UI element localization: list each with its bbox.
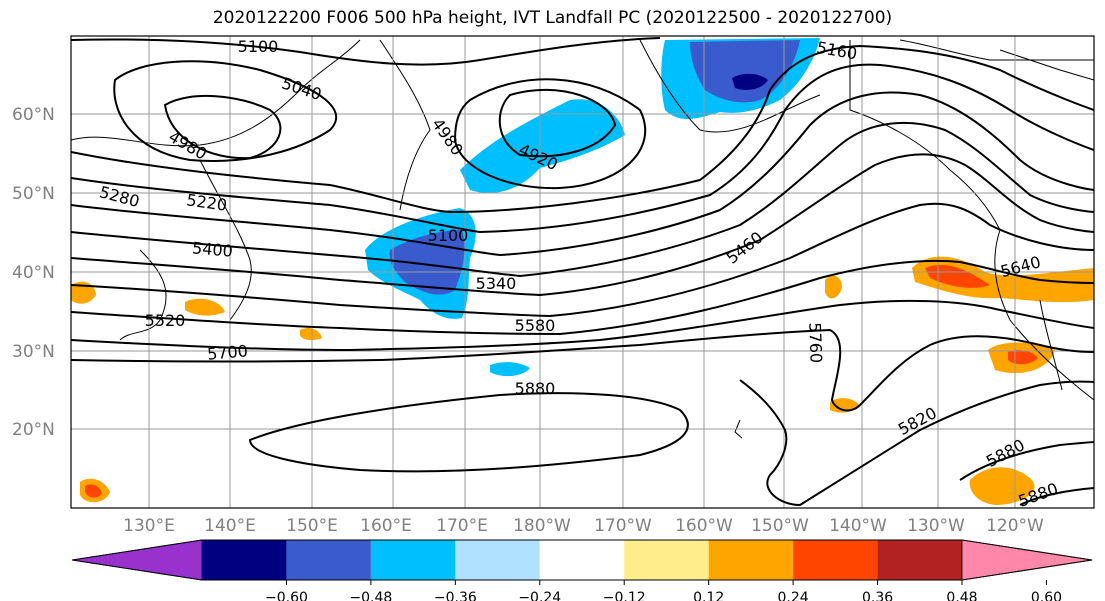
lon-label: 180°W [513, 516, 571, 536]
colorbar-tick-label: −0.36 [434, 590, 477, 601]
pos-region-mexico [969, 467, 1035, 505]
colorbar: −0.60 −0.48 −0.36 −0.24 −0.12 0.12 0.24 0.36 0.4… [71, 539, 1093, 601]
neg-region-alaska-darkcore [732, 73, 768, 90]
pos-region-japan [185, 298, 225, 316]
lon-label: 170°E [436, 516, 488, 536]
colorbar-tick-label: −0.60 [265, 590, 308, 601]
colorbar-segment [877, 540, 962, 580]
colorbar-segment [793, 540, 878, 580]
lon-label: 170°W [594, 516, 652, 536]
colorbar-segment [539, 540, 625, 580]
lon-label: 150°E [286, 516, 338, 536]
contour-label: 5100 [238, 37, 279, 56]
colorbar-tick-label: 0.36 [862, 590, 893, 601]
colorbar-segment [286, 540, 371, 580]
pos-region-asia2-core [85, 484, 102, 498]
lon-label: 150°W [751, 516, 809, 536]
colorbar-tick-label: −0.24 [518, 590, 561, 601]
contour-label: 5400 [191, 238, 233, 260]
colorbar-segment [370, 540, 456, 580]
pos-region-california-core [925, 264, 990, 288]
height-contours [71, 37, 1094, 507]
contour-label: 5100 [428, 226, 469, 245]
neg-region-spot1 [490, 362, 530, 377]
lon-label: 160°W [675, 516, 733, 536]
coastlines [71, 39, 1094, 439]
chart-title: 2020122200 F006 500 hPa height, IVT Land… [212, 8, 893, 28]
colorbar-segment [708, 540, 794, 580]
pos-region-midpac [825, 275, 842, 299]
pos-region-asia1 [71, 281, 96, 304]
pos-region-small1 [300, 327, 322, 341]
colorbar-tick-label: −0.12 [603, 590, 646, 601]
longitude-labels: 130°E 140°E 150°E 160°E 170°E 180°W 170°… [123, 516, 1044, 536]
map-frame [70, 35, 1095, 509]
colorbar-extend-low [71, 539, 203, 581]
colorbar-segment [202, 540, 287, 580]
lat-label: 60°N [12, 105, 55, 125]
lon-label: 140°E [204, 516, 256, 536]
lon-label: 140°W [829, 516, 887, 536]
contour-label: 5760 [805, 322, 825, 363]
colorbar-segment [624, 540, 709, 580]
colorbar-tick-label: 0.60 [1031, 590, 1062, 601]
lon-label: 160°E [360, 516, 412, 536]
lat-label: 40°N [12, 263, 55, 283]
colorbar-tick-label: 0.12 [693, 590, 724, 601]
colorbar-outline [71, 539, 1093, 581]
contour-label: 5340 [476, 274, 517, 293]
lon-label: 120°W [986, 516, 1044, 536]
lat-label: 30°N [12, 342, 55, 362]
lon-label: 130°E [123, 516, 175, 536]
contour-label: 5880 [515, 379, 556, 398]
lon-label: 130°W [907, 516, 965, 536]
contour-label: 5580 [515, 316, 556, 335]
colorbar-tick-label: −0.48 [349, 590, 392, 601]
colorbar-extend-high [961, 539, 1093, 581]
lat-label: 20°N [12, 420, 55, 440]
lat-label: 50°N [12, 184, 55, 204]
neg-region-bering [460, 99, 625, 194]
contour-label: 5700 [206, 341, 248, 363]
latitude-labels: 60°N 50°N 40°N 30°N 20°N [12, 105, 55, 440]
colorbar-segment [455, 540, 540, 580]
contour-label: 5520 [145, 311, 186, 330]
colorbar-tick-label: 0.48 [946, 590, 977, 601]
colorbar-tick-label: 0.24 [778, 590, 809, 601]
